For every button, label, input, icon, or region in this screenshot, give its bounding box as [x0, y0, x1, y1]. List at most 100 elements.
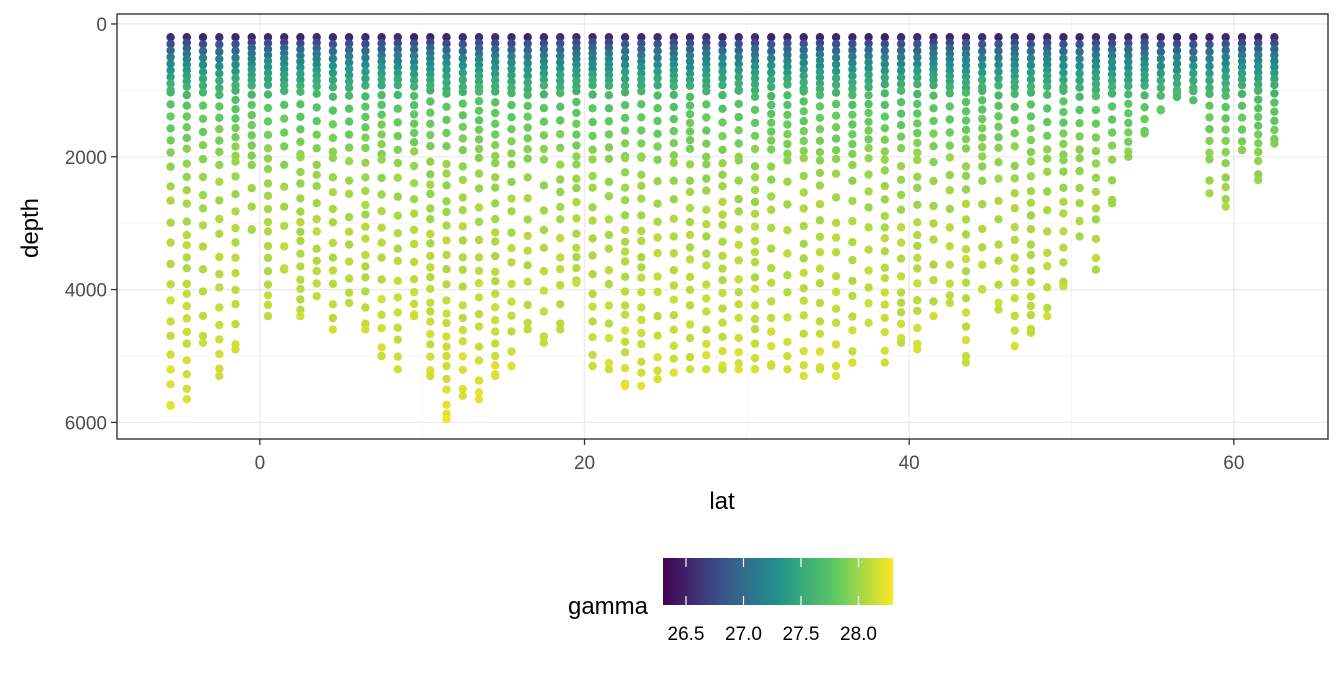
data-point	[166, 33, 175, 42]
data-point	[1107, 128, 1117, 137]
data-point	[182, 199, 191, 208]
data-point	[344, 45, 354, 55]
data-point	[215, 47, 224, 56]
data-point	[685, 69, 695, 78]
data-point	[1010, 341, 1019, 351]
data-point	[1075, 54, 1084, 64]
data-point	[215, 147, 224, 157]
data-point	[637, 69, 646, 78]
data-point	[328, 253, 338, 262]
data-point	[653, 199, 662, 208]
data-point	[296, 63, 305, 72]
data-point	[231, 172, 240, 181]
data-point	[848, 52, 857, 61]
data-point	[344, 64, 354, 74]
data-point	[767, 109, 776, 119]
data-point	[182, 133, 191, 143]
data-point	[880, 135, 889, 144]
data-point	[685, 320, 695, 329]
data-point	[182, 395, 191, 404]
data-point	[880, 59, 889, 69]
data-point	[556, 300, 565, 309]
data-point	[669, 114, 678, 124]
data-point	[718, 90, 727, 100]
data-point	[198, 221, 208, 230]
data-point	[1075, 33, 1084, 42]
data-point	[556, 233, 565, 243]
data-point	[393, 256, 402, 266]
data-point	[783, 56, 792, 66]
data-point	[994, 39, 1003, 49]
data-point	[507, 279, 516, 289]
data-point	[393, 211, 402, 220]
data-point	[507, 64, 516, 74]
data-point	[182, 123, 191, 132]
data-point	[198, 67, 208, 77]
data-point	[198, 242, 208, 251]
data-point	[994, 91, 1003, 100]
data-point	[1043, 145, 1052, 154]
data-point	[994, 112, 1003, 121]
data-point	[344, 189, 354, 199]
data-point	[864, 70, 873, 79]
data-point	[263, 103, 273, 113]
data-point	[848, 237, 857, 247]
data-point	[604, 192, 614, 201]
data-point	[702, 186, 711, 195]
data-point	[263, 117, 273, 126]
data-point	[702, 160, 711, 169]
data-point	[182, 230, 191, 240]
data-point	[896, 288, 906, 297]
data-point	[556, 187, 565, 197]
data-point	[815, 56, 825, 65]
data-point	[750, 301, 760, 310]
data-point	[1221, 91, 1230, 101]
data-point	[896, 109, 906, 118]
data-point	[474, 184, 484, 193]
data-point	[1075, 119, 1084, 128]
data-point	[182, 279, 191, 289]
data-point	[312, 144, 321, 153]
data-point	[702, 87, 711, 96]
data-point	[491, 303, 500, 312]
data-point	[474, 106, 484, 115]
data-point	[491, 76, 500, 85]
data-point	[458, 61, 467, 70]
data-point	[637, 39, 646, 48]
data-point	[945, 204, 954, 214]
data-point	[653, 67, 662, 76]
data-point	[198, 338, 208, 347]
data-point	[994, 122, 1003, 131]
data-point	[1091, 74, 1101, 83]
data-point	[1059, 258, 1068, 267]
data-point	[1156, 33, 1166, 42]
data-point	[507, 149, 516, 158]
data-point	[978, 200, 987, 209]
data-point	[1254, 68, 1263, 77]
data-point	[750, 257, 760, 267]
data-point	[166, 380, 175, 389]
data-point	[409, 239, 419, 249]
data-point	[263, 90, 273, 99]
data-point	[750, 222, 760, 231]
data-point	[296, 311, 305, 321]
data-point	[734, 313, 743, 323]
data-point	[750, 339, 760, 348]
data-point	[750, 105, 760, 115]
data-point	[783, 44, 792, 54]
data-point	[215, 196, 224, 205]
data-point	[1043, 303, 1052, 313]
data-point	[1205, 89, 1214, 99]
data-point	[556, 39, 565, 48]
data-point	[1026, 124, 1036, 133]
data-point	[750, 314, 760, 324]
data-point	[702, 294, 711, 303]
data-point	[620, 60, 630, 70]
data-point	[961, 125, 971, 135]
data-point	[945, 223, 954, 232]
data-point	[409, 287, 419, 297]
data-point	[734, 79, 743, 88]
data-point	[198, 88, 208, 97]
data-point	[361, 250, 370, 260]
data-point	[1075, 232, 1084, 241]
